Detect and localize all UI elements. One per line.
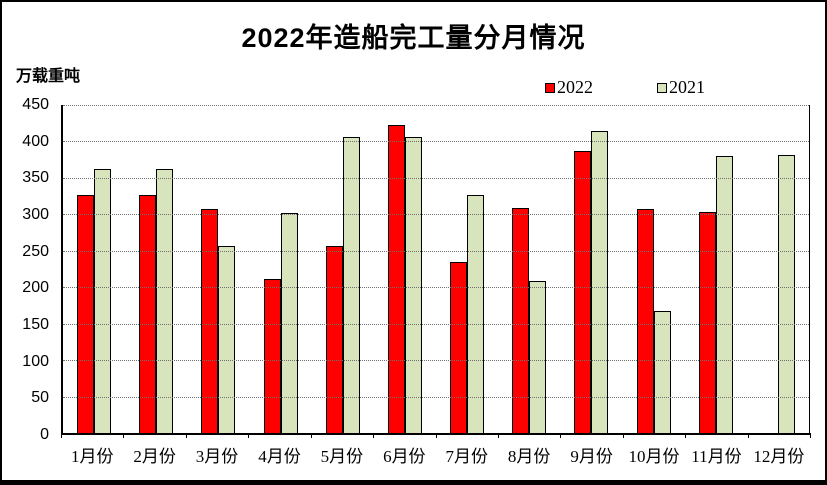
x-tick [123,433,125,438]
bar-2022-8月份 [512,207,530,433]
bar-2022-9月份 [574,150,592,433]
gridline-100 [63,360,809,362]
y-tick-label-400: 400 [22,132,49,150]
bar-2021-9月份 [591,131,609,433]
x-tick [497,433,499,438]
legend-swatch-2022 [545,82,555,93]
bar-group-7月份 [436,105,498,433]
gridline-400 [63,141,809,143]
y-tick-label-250: 250 [22,242,49,260]
bar-group-4月份 [250,105,312,433]
x-tick [685,433,687,438]
bar-2022-6月份 [387,124,405,433]
y-tick-label-300: 300 [22,206,49,223]
x-tick [747,433,749,438]
bar-2022-10月份 [636,209,654,433]
bar-2021-8月份 [529,280,547,433]
bar-2021-3月份 [218,246,236,433]
bar-2021-7月份 [467,194,485,433]
gridline-200 [63,287,809,289]
x-axis-ticks [61,433,811,438]
plot-area [61,105,810,435]
bar-2021-12月份 [777,155,795,433]
bar-group-5月份 [312,105,374,433]
y-tick-label-150: 150 [22,316,49,333]
y-tick-label-100: 100 [22,352,49,370]
x-category-label-7月份: 7月份 [445,447,488,466]
legend: 2022 2021 [545,77,705,98]
bar-2022-1月份 [77,194,95,433]
x-axis-labels: 1月份 2月份 3月份 4月份 5月份 6月份 7月份 8月份 9月份 10月份 11月份 12月份 [61,442,810,467]
bar-group-11月份 [685,105,747,433]
y-axis-unit-label: 万载重吨 [16,68,81,85]
bar-group-2月份 [125,105,187,433]
x-category-label-10月份: 10月份 [628,447,680,466]
x-category-label-8月份: 8月份 [507,447,551,466]
bar-2021-6月份 [404,137,422,433]
y-tick-label-350: 350 [22,169,49,187]
bar-2021-4月份 [280,212,298,433]
bar-2021-5月份 [342,137,360,433]
y-tick-label-450: 450 [22,96,49,113]
bar-2021-11月份 [715,156,733,433]
legend-item-2021: 2021 [657,77,705,98]
gridline-450 [63,105,809,106]
bar-group-9月份 [560,105,622,433]
x-tick [622,433,624,438]
x-category-label-1月份: 1月份 [70,447,114,466]
chart-title: 2022年造船完工量分月情况 [241,23,586,53]
gridline-300 [63,214,809,216]
x-category-label-2月份: 2月份 [133,447,176,466]
bar-2021-2月份 [156,169,174,433]
legend-swatch-2021 [657,82,667,93]
bars-row [63,105,809,433]
x-category-label-9月份: 9月份 [570,447,613,466]
x-tick [185,433,187,438]
x-category-label-4月份: 4月份 [258,447,301,466]
x-category-label-11月份: 11月份 [691,447,742,466]
y-tick-label-200: 200 [22,279,49,297]
gridline-350 [63,177,809,179]
bar-2022-11月份 [698,212,716,433]
bar-2022-5月份 [325,246,343,433]
gridline-250 [63,250,809,252]
bar-group-3月份 [187,105,249,433]
bar-2021-1月份 [94,169,112,433]
x-category-label-12月份: 12月份 [753,447,805,466]
bar-group-12月份 [747,105,809,433]
x-tick [810,433,811,438]
bar-2022-4月份 [263,279,281,433]
legend-item-2022: 2022 [545,77,593,98]
bar-group-8月份 [498,105,560,433]
x-tick [373,433,375,438]
gridline-50 [63,396,809,398]
x-tick [560,433,562,438]
gridline-150 [63,323,809,325]
legend-label-2021: 2021 [669,77,705,97]
x-category-label-6月份: 6月份 [383,447,426,466]
legend-label-2022: 2022 [557,77,593,97]
bar-2021-10月份 [653,310,671,433]
x-category-label-5月份: 5月份 [320,447,364,466]
y-tick-label-0: 0 [40,426,49,443]
bar-2022-2月份 [139,194,157,433]
bar-group-10月份 [623,105,685,433]
bar-2022-7月份 [450,261,468,433]
x-tick [310,433,312,438]
x-tick [248,433,250,438]
x-tick [435,433,437,438]
bar-2022-3月份 [201,208,219,433]
x-tick [61,433,62,438]
bar-group-1月份 [63,105,125,433]
bar-group-6月份 [374,105,436,433]
x-category-label-3月份: 3月份 [195,447,239,466]
y-tick-label-50: 50 [31,389,49,407]
